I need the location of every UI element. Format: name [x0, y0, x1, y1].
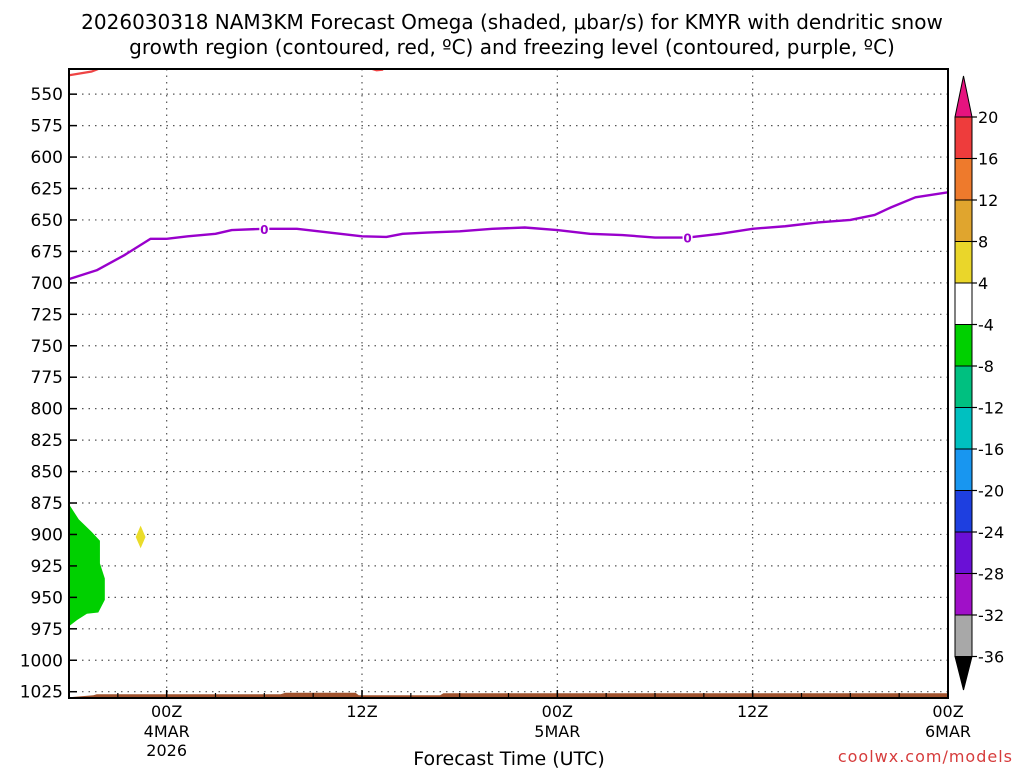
colorbar-swatch [954, 407, 973, 450]
freezing-level-line [69, 191, 948, 281]
grid-lines [69, 69, 949, 698]
freezing-level-label: 0 [683, 232, 691, 246]
x-tick-label: 00Z [542, 702, 573, 721]
colorbar-swatch [954, 531, 973, 574]
colorbar-swatch [954, 614, 973, 657]
colorbar-swatch [954, 158, 973, 201]
colorbar-swatch [954, 573, 973, 616]
colorbar-tick-label: -8 [978, 357, 994, 376]
colorbar-tick-label: -32 [978, 606, 1004, 625]
y-tick-label: 975 [31, 620, 63, 640]
colorbar-tick-label: -20 [978, 482, 1004, 501]
x-axis-label: Forecast Time (UTC) [413, 748, 604, 768]
y-tick-label: 825 [31, 431, 63, 451]
y-tick-label: 1000 [20, 651, 63, 671]
y-tick-label: 750 [31, 337, 63, 357]
y-tick-label: 625 [31, 180, 63, 200]
y-tick-label: 700 [31, 274, 63, 294]
axis-ticks: 550 575 600 625 650 675 700 725 750 775 800 825 850 8… [20, 85, 971, 760]
x-tick-date: 6MAR [925, 722, 971, 741]
colorbar: 20 16 12 8 4 -4 -8 -12 -16 -20 -24 -28 -32 -36 [954, 75, 1004, 691]
y-tick-label: 575 [31, 117, 63, 137]
x-tick-label: 12Z [737, 702, 768, 721]
y-tick-label: 650 [31, 211, 63, 231]
x-tick-date: 4MAR [144, 722, 190, 741]
chart-title-line2: growth region (contoured, red, ºC) and f… [129, 35, 895, 59]
contour-layer: 00 [69, 69, 948, 281]
y-tick-label: 1025 [20, 683, 63, 703]
x-tick-label: 12Z [346, 702, 377, 721]
colorbar-bottom-arrow [954, 656, 973, 691]
colorbar-tick-label: -36 [978, 648, 1004, 667]
omega-shading [69, 504, 146, 627]
freezing-level-label: 0 [260, 223, 268, 237]
colorbar-tick-label: 20 [978, 108, 998, 127]
colorbar-swatch [954, 282, 973, 325]
colorbar-tick-label: -12 [978, 399, 1004, 418]
colorbar-tick-label: -28 [978, 565, 1004, 584]
y-tick-label: 600 [31, 148, 63, 168]
colorbar-swatch [954, 241, 973, 284]
credit-text: coolwx.com/models [838, 747, 1013, 766]
colorbar-swatch [954, 199, 973, 242]
contour-label-bg [259, 221, 270, 236]
x-tick-label: 00Z [932, 702, 963, 721]
y-tick-label: 925 [31, 557, 63, 577]
colorbar-tick-label: -4 [978, 316, 994, 335]
y-tick-label: 875 [31, 494, 63, 514]
y-tick-label: 950 [31, 588, 63, 608]
colorbar-swatch [954, 365, 973, 408]
plot-frame [68, 68, 949, 699]
colorbar-tick-label: 4 [978, 274, 988, 293]
omega-negative-region [69, 504, 105, 627]
chart-title-line1: 2026030318 NAM3KM Forecast Omega (shaded… [81, 10, 943, 34]
colorbar-swatch [954, 116, 973, 159]
colorbar-tick-label: -16 [978, 440, 1004, 459]
colorbar-tick-label: 12 [978, 191, 998, 210]
x-tick-date: 5MAR [534, 722, 580, 741]
y-tick-label: 775 [31, 368, 63, 388]
contour-label-bg [682, 230, 693, 245]
y-tick-label: 900 [31, 525, 63, 545]
y-tick-label: 725 [31, 305, 63, 325]
colorbar-top-arrow [954, 75, 973, 118]
y-tick-label: 675 [31, 242, 63, 262]
colorbar-tick-label: 16 [978, 150, 998, 169]
y-tick-label: 850 [31, 463, 63, 483]
colorbar-swatch [954, 324, 973, 367]
x-tick-year: 2026 [146, 741, 187, 760]
colorbar-tick-label: 8 [978, 233, 988, 252]
colorbar-tick-label: -24 [978, 523, 1004, 542]
y-tick-label: 550 [31, 85, 63, 105]
colorbar-swatch [954, 448, 973, 491]
colorbar-swatch [954, 490, 973, 533]
x-tick-label: 00Z [151, 702, 182, 721]
y-tick-label: 800 [31, 400, 63, 420]
omega-positive-region [135, 525, 146, 549]
